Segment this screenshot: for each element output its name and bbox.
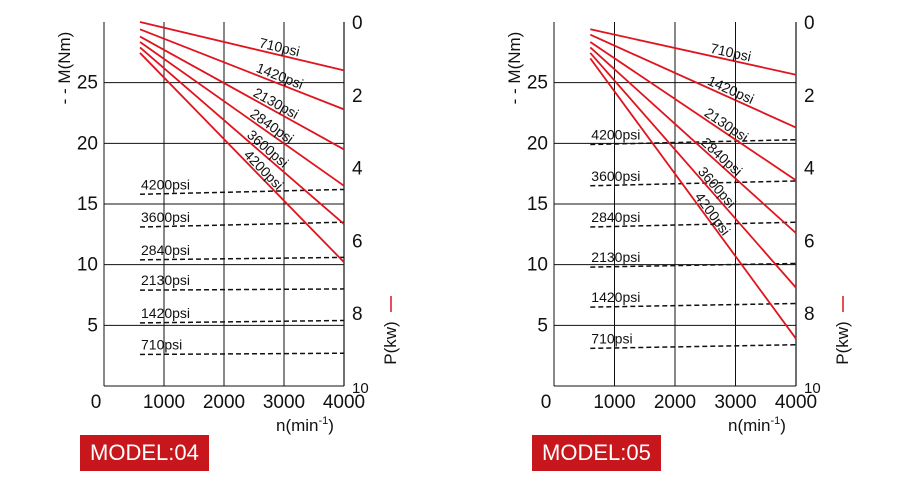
x-tick-label: 4000 (775, 392, 817, 413)
right-axis-label: P(kw) (833, 321, 852, 364)
torque-line-710psi (590, 343, 797, 350)
power-line-3600psi (589, 52, 797, 289)
right-tick-label: 2 (352, 86, 363, 107)
torque-line-4200psi (590, 138, 797, 146)
power-line-2130psi (139, 35, 345, 151)
right-tick-label: 6 (352, 231, 363, 252)
left-tick-label: 20 (77, 133, 98, 154)
x-tick-label: 4000 (323, 392, 365, 413)
torque-label-3600psi: 3600psi (591, 168, 640, 184)
torque-line-710psi (139, 352, 345, 356)
torque-line-2840psi (590, 221, 797, 228)
chart-2: 25 20 15 10 5 0 1000 2000 3000 4000 0 2 4 6 8 10 n(min-1… (505, 13, 852, 435)
torque-line-3600psi (590, 180, 797, 187)
right-tick-label: 8 (804, 304, 815, 325)
power-line-2840psi (139, 41, 345, 187)
torque-line-1420psi (590, 302, 797, 308)
chart-1: 25 20 15 10 5 0 1000 2000 3000 4000 0 2 4 6 8 10 n(min-1… (55, 13, 400, 435)
x-tick-label: 3000 (263, 392, 305, 413)
x-tick-label: 0 (541, 392, 552, 413)
right-tick-label: 10 (352, 380, 369, 397)
left-axis-label: - - M(Nm) (505, 32, 524, 105)
left-tick-label: 10 (77, 255, 98, 276)
torque-label-1420psi: 1420psi (591, 289, 640, 305)
power-line-710psi (139, 21, 345, 72)
power-label-1420psi: 1420psi (705, 72, 756, 107)
right-tick-label: 10 (804, 380, 821, 397)
power-line-1420psi (589, 33, 797, 129)
x-tick-label: 0 (91, 392, 102, 413)
power-line-2840psi (589, 46, 797, 234)
x-axis-label: n(min-1) (728, 415, 786, 435)
torque-line-2130psi (139, 288, 345, 291)
x-tick-label: 1000 (143, 392, 185, 413)
power-line-2130psi (589, 41, 797, 182)
x-tick-label: 2000 (654, 392, 696, 413)
right-tick-label: 4 (352, 159, 363, 180)
right-tick-label: 0 (804, 13, 815, 34)
torque-line-1420psi (139, 319, 345, 324)
right-tick-label: 6 (804, 231, 815, 252)
right-tick-label: 0 (352, 13, 363, 34)
left-axis-label: - - M(Nm) (55, 32, 74, 105)
x-tick-label: 1000 (593, 392, 635, 413)
left-tick-label: 25 (77, 73, 98, 94)
left-tick-label: 15 (77, 194, 98, 215)
torque-label-710psi: 710psi (591, 330, 632, 346)
torque-label-2840psi: 2840psi (141, 242, 190, 258)
left-tick-label: 5 (87, 315, 98, 336)
torque-label-2130psi: 2130psi (141, 272, 190, 288)
torque-line-2840psi (139, 256, 345, 261)
power-line-3600psi (139, 46, 345, 225)
right-tick-label: 2 (804, 86, 815, 107)
left-tick-label: 5 (537, 315, 548, 336)
torque-label-4200psi: 4200psi (141, 176, 190, 192)
left-tick-label: 15 (527, 194, 548, 215)
x-axis-label: n(min-1) (276, 415, 334, 435)
power-line-710psi (590, 28, 797, 76)
power-line-1420psi (139, 28, 345, 111)
model-04-badge: MODEL:04 (80, 435, 209, 471)
torque-label-710psi: 710psi (141, 336, 182, 352)
right-axis-label: P(kw) (381, 321, 400, 364)
torque-line-4200psi (139, 188, 345, 196)
torque-label-2840psi: 2840psi (591, 209, 640, 225)
left-tick-label: 20 (527, 133, 548, 154)
right-tick-label: 8 (352, 304, 363, 325)
torque-label-1420psi: 1420psi (141, 305, 190, 321)
torque-line-3600psi (139, 221, 345, 228)
x-tick-label: 3000 (714, 392, 756, 413)
x-tick-label: 2000 (203, 392, 245, 413)
torque-line-2130psi (590, 262, 797, 268)
torque-label-4200psi: 4200psi (591, 127, 640, 143)
torque-label-2130psi: 2130psi (591, 249, 640, 265)
left-tick-label: 25 (527, 73, 548, 94)
left-tick-label: 10 (527, 255, 548, 276)
power-line-4200psi (589, 57, 797, 340)
model-05-badge: MODEL:05 (532, 435, 661, 471)
right-tick-label: 4 (804, 159, 815, 180)
power-line-4200psi (139, 52, 345, 263)
torque-label-3600psi: 3600psi (141, 209, 190, 225)
